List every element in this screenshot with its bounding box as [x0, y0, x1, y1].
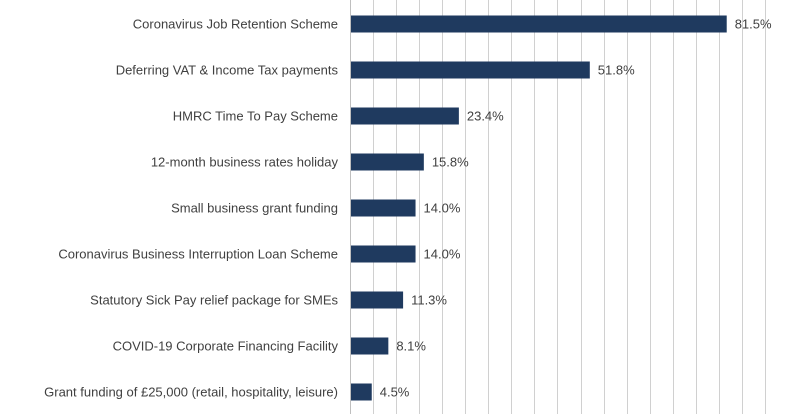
value-label: 23.4% [467, 109, 504, 124]
bar [351, 61, 590, 79]
value-label: 81.5% [735, 17, 772, 32]
bar [351, 245, 416, 263]
category-label: Coronavirus Business Interruption Loan S… [58, 247, 338, 262]
category-label: Grant funding of £25,000 (retail, hospit… [44, 385, 338, 400]
value-label: 4.5% [380, 385, 410, 400]
category-label: HMRC Time To Pay Scheme [173, 109, 338, 124]
category-label: Small business grant funding [171, 201, 338, 216]
category-label: 12-month business rates holiday [151, 155, 339, 170]
bar [351, 15, 727, 33]
labels: Coronavirus Job Retention Scheme 81.5% Def… [44, 17, 772, 400]
bar [351, 291, 404, 309]
bars [351, 15, 727, 401]
bar [351, 337, 389, 355]
bar [351, 153, 424, 171]
category-label: Coronavirus Job Retention Scheme [133, 17, 338, 32]
value-label: 11.3% [411, 293, 447, 308]
bar [351, 107, 459, 125]
value-label: 14.0% [424, 247, 461, 262]
value-label: 8.1% [396, 339, 426, 354]
category-label: Deferring VAT & Income Tax payments [116, 63, 339, 78]
category-label: COVID-19 Corporate Financing Facility [113, 339, 339, 354]
bar [351, 199, 416, 217]
value-label: 51.8% [598, 63, 635, 78]
category-label: Statutory Sick Pay relief package for SM… [90, 293, 338, 308]
bar [351, 383, 372, 401]
value-label: 14.0% [424, 201, 461, 216]
value-label: 15.8% [432, 155, 469, 170]
